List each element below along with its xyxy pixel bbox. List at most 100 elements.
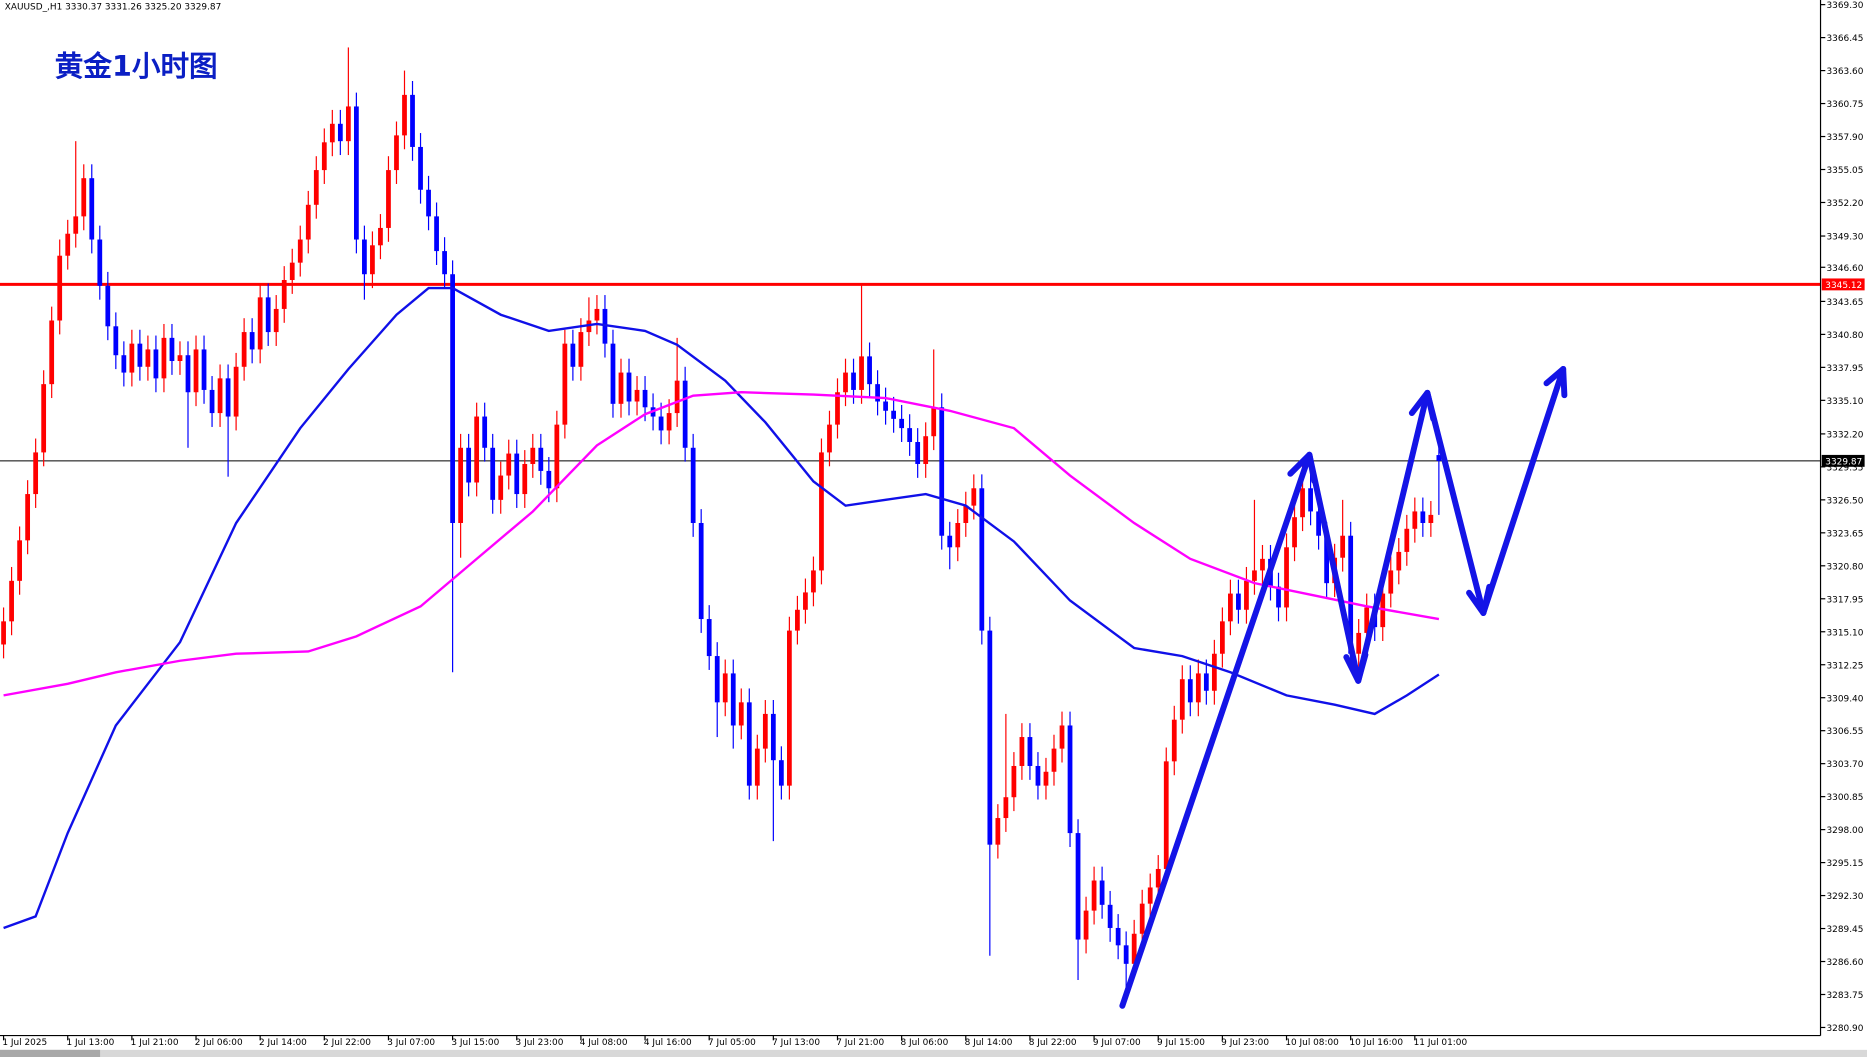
candle-body bbox=[97, 239, 103, 286]
candle-body bbox=[297, 239, 303, 263]
candle-body bbox=[217, 378, 223, 414]
candle-body bbox=[522, 463, 528, 495]
candle-body bbox=[867, 356, 872, 385]
x-tick-label: 3 Jul 15:00 bbox=[451, 1038, 499, 1048]
candle-body bbox=[49, 320, 55, 385]
y-tick-label: 3326.50 bbox=[1826, 496, 1863, 506]
candle-body bbox=[193, 349, 199, 393]
candle-body bbox=[658, 416, 664, 431]
candle-body bbox=[738, 702, 744, 726]
candle-body bbox=[1051, 748, 1057, 772]
candle-body bbox=[1388, 570, 1394, 594]
candle-body bbox=[1067, 725, 1073, 834]
candle-body bbox=[17, 540, 22, 581]
candle-body bbox=[1187, 679, 1193, 703]
y-tick-label: 3337.95 bbox=[1826, 364, 1863, 374]
candle-body bbox=[795, 609, 800, 631]
y-tick-label: 3363.60 bbox=[1826, 67, 1863, 77]
forecast-path bbox=[1119, 366, 1567, 1009]
candle-body bbox=[1276, 586, 1281, 608]
y-tick-label: 3360.75 bbox=[1826, 100, 1863, 110]
candle-body bbox=[321, 142, 327, 171]
candle-body bbox=[819, 452, 824, 571]
candle-body bbox=[690, 447, 696, 523]
candle-body bbox=[987, 630, 993, 845]
candle-body bbox=[1107, 904, 1113, 928]
y-tick-label: 3303.70 bbox=[1826, 760, 1863, 770]
candle-body bbox=[370, 245, 375, 275]
candle-body bbox=[1131, 933, 1137, 964]
candle-body bbox=[1003, 797, 1009, 819]
candle-body bbox=[1115, 927, 1121, 946]
y-tick-label: 3292.30 bbox=[1826, 892, 1863, 902]
candle-body bbox=[546, 470, 552, 489]
y-tick-label: 3357.90 bbox=[1826, 133, 1863, 143]
candle-body bbox=[770, 713, 776, 761]
candle-body bbox=[1412, 511, 1418, 529]
candle-body bbox=[329, 123, 335, 143]
y-tick-label: 3320.80 bbox=[1826, 562, 1863, 572]
candle-body bbox=[947, 535, 953, 548]
candle-body bbox=[362, 239, 367, 275]
candle-body bbox=[899, 418, 905, 429]
candle-body bbox=[41, 384, 47, 453]
x-tick-label: 8 Jul 22:00 bbox=[1029, 1038, 1077, 1048]
x-tick-label: 7 Jul 13:00 bbox=[772, 1038, 820, 1048]
candle-body bbox=[33, 452, 39, 495]
candle-body bbox=[241, 332, 247, 367]
candle-body bbox=[281, 280, 287, 309]
candle-body bbox=[730, 673, 736, 726]
candle-body bbox=[594, 308, 600, 321]
y-tick-label: 3332.20 bbox=[1826, 430, 1863, 440]
candle-body bbox=[931, 407, 937, 437]
candle-body bbox=[233, 366, 239, 417]
candle-body bbox=[827, 424, 832, 453]
candle-body bbox=[1316, 511, 1321, 536]
y-tick-label: 3300.85 bbox=[1826, 793, 1863, 803]
scrollbar-thumb bbox=[0, 1049, 101, 1057]
candle-body bbox=[466, 447, 472, 483]
y-tick-label: 3343.65 bbox=[1826, 298, 1863, 308]
y-tick-label: 3306.55 bbox=[1826, 727, 1863, 737]
y-tick-label: 3352.20 bbox=[1826, 199, 1863, 209]
candle-body bbox=[1083, 910, 1089, 940]
candle-body bbox=[145, 349, 151, 367]
y-tick-label: 3280.90 bbox=[1826, 1024, 1863, 1034]
candle-body bbox=[1099, 880, 1105, 905]
candle-body bbox=[803, 592, 808, 610]
candle-body bbox=[121, 355, 127, 373]
candle-body bbox=[137, 343, 143, 367]
candle-body bbox=[1324, 535, 1330, 584]
candle-body bbox=[1155, 868, 1161, 888]
candle-body bbox=[1011, 765, 1017, 798]
x-tick-label: 1 Jul 2025 bbox=[2, 1038, 47, 1048]
last-price-tag bbox=[1821, 454, 1865, 467]
candle-body bbox=[265, 297, 271, 333]
candle-body bbox=[883, 401, 888, 411]
y-tick-label: 3369.30 bbox=[1826, 1, 1863, 11]
y-tick-label: 3298.00 bbox=[1826, 826, 1863, 836]
chart-header: XAUUSD_,H1 3330.37 3331.26 3325.20 3329.… bbox=[5, 3, 222, 13]
candle-body bbox=[257, 297, 263, 350]
candle-body bbox=[578, 332, 584, 367]
candle-body bbox=[1292, 517, 1297, 548]
candle-body bbox=[89, 178, 95, 240]
candle-body bbox=[618, 372, 624, 404]
candle-body bbox=[490, 447, 496, 500]
candle-body bbox=[337, 123, 343, 142]
candle-body bbox=[185, 355, 191, 393]
candle-body bbox=[450, 274, 455, 523]
arrow-head bbox=[1343, 651, 1369, 684]
y-tick-label: 3312.25 bbox=[1826, 661, 1863, 671]
candle-body bbox=[995, 818, 1001, 845]
candle-body bbox=[626, 372, 632, 402]
price-tags: 3345.12 3329.87 bbox=[1821, 278, 1865, 467]
candle-body bbox=[354, 106, 359, 240]
candle-body bbox=[1139, 903, 1145, 934]
candle-body bbox=[434, 216, 439, 252]
candle-body bbox=[562, 343, 568, 425]
candle-body bbox=[666, 413, 672, 431]
candle-body bbox=[313, 170, 319, 205]
candle-body bbox=[273, 308, 279, 333]
candle-body bbox=[1252, 570, 1257, 581]
